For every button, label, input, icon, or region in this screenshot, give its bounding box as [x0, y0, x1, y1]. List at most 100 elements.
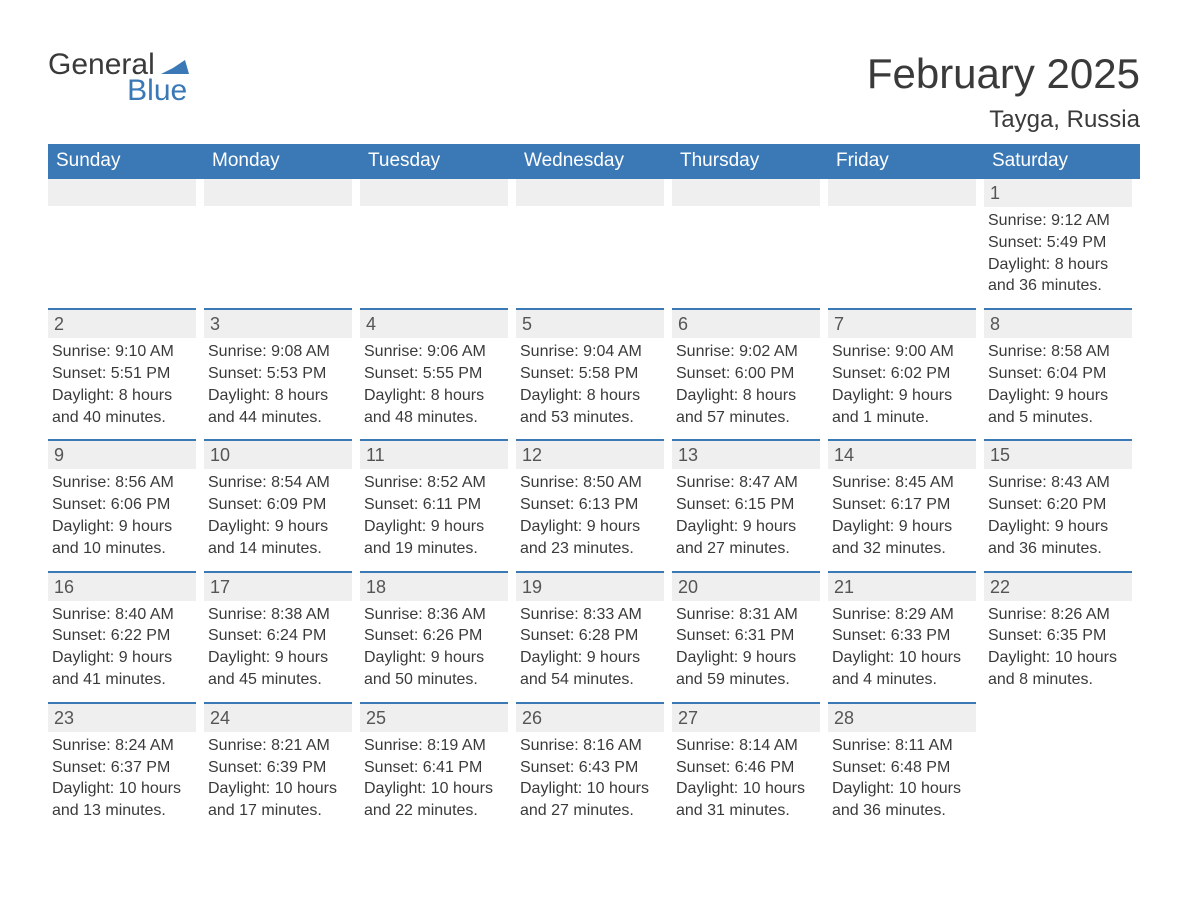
- detail-line: Sunrise: 8:21 AM: [208, 736, 352, 757]
- detail-line: Sunset: 6:46 PM: [676, 758, 820, 779]
- page-header: General Blue February 2025 Tayga, Russia: [48, 50, 1140, 134]
- detail-line: Daylight: 10 hours: [364, 779, 508, 800]
- detail-line: Daylight: 9 hours: [52, 517, 196, 538]
- day-cell: 16Sunrise: 8:40 AMSunset: 6:22 PMDayligh…: [48, 571, 204, 702]
- detail-line: and 53 minutes.: [520, 408, 664, 429]
- detail-line: Daylight: 8 hours: [364, 386, 508, 407]
- day-cell: [48, 179, 204, 308]
- day-cell: 25 Sunrise: 8:19 AMSunset: 6:41 PMDayligh…: [360, 702, 516, 833]
- day-cell: 22 Sunrise: 8:26 AMSunset: 6:35 PMDayligh…: [984, 571, 1140, 702]
- detail-line: and 41 minutes.: [52, 670, 196, 691]
- detail-line: Sunset: 6:22 PM: [52, 626, 196, 647]
- day-number: 22: [984, 571, 1132, 601]
- day-cell: 7Sunrise: 9:00 AMSunset: 6:02 PMDaylight…: [828, 308, 984, 439]
- day-number: 15: [984, 439, 1132, 469]
- detail-line: Daylight: 8 hours: [676, 386, 820, 407]
- detail-line: Sunset: 6:28 PM: [520, 626, 664, 647]
- detail-line: Sunset: 6:04 PM: [988, 364, 1132, 385]
- detail-line: Sunrise: 8:24 AM: [52, 736, 196, 757]
- day-cell: 9Sunrise: 8:56 AMSunset: 6:06 PMDaylight…: [48, 439, 204, 570]
- day-number: 13: [672, 439, 820, 469]
- week-row: 1Sunrise: 9:12 AMSunset: 5:49 PMDaylight…: [48, 179, 1140, 308]
- day-details: Sunrise: 8:21 AMSunset: 6:39 PMDaylight:…: [204, 736, 352, 822]
- detail-line: Daylight: 9 hours: [676, 648, 820, 669]
- empty-day: [48, 179, 196, 206]
- day-details: Sunrise: 9:00 AMSunset: 6:02 PMDaylight:…: [828, 342, 976, 428]
- detail-line: and 36 minutes.: [832, 801, 976, 822]
- day-cell: 3 Sunrise: 9:08 AMSunset: 5:53 PMDaylight…: [204, 308, 360, 439]
- detail-line: Daylight: 9 hours: [520, 648, 664, 669]
- day-cell: 6Sunrise: 9:02 AMSunset: 6:00 PMDaylight…: [672, 308, 828, 439]
- day-details: Sunrise: 8:29 AMSunset: 6:33 PMDaylight:…: [828, 605, 976, 691]
- detail-line: Sunrise: 8:16 AM: [520, 736, 664, 757]
- detail-line: Daylight: 10 hours: [52, 779, 196, 800]
- day-details: Sunrise: 8:19 AMSunset: 6:41 PMDaylight:…: [360, 736, 508, 822]
- day-details: Sunrise: 8:26 AMSunset: 6:35 PMDaylight:…: [984, 605, 1132, 691]
- day-details: Sunrise: 8:38 AMSunset: 6:24 PMDaylight:…: [204, 605, 352, 691]
- day-details: Sunrise: 8:36 AMSunset: 6:26 PMDaylight:…: [360, 605, 508, 691]
- day-number: 10: [204, 439, 352, 469]
- detail-line: Daylight: 8 hours: [52, 386, 196, 407]
- detail-line: Sunrise: 8:47 AM: [676, 473, 820, 494]
- day-details: Sunrise: 8:50 AMSunset: 6:13 PMDaylight:…: [516, 473, 664, 559]
- day-number: 25: [360, 702, 508, 732]
- day-details: Sunrise: 8:11 AMSunset: 6:48 PMDaylight:…: [828, 736, 976, 822]
- detail-line: Sunrise: 9:12 AM: [988, 211, 1132, 232]
- day-cell: 23Sunrise: 8:24 AMSunset: 6:37 PMDayligh…: [48, 702, 204, 833]
- day-header: Saturday: [984, 144, 1140, 179]
- detail-line: Sunrise: 8:19 AM: [364, 736, 508, 757]
- detail-line: Sunrise: 8:11 AM: [832, 736, 976, 757]
- day-number: 19: [516, 571, 664, 601]
- detail-line: Sunrise: 8:54 AM: [208, 473, 352, 494]
- detail-line: Sunrise: 8:40 AM: [52, 605, 196, 626]
- detail-line: Sunrise: 9:08 AM: [208, 342, 352, 363]
- detail-line: Sunset: 6:39 PM: [208, 758, 352, 779]
- week-row: 2Sunrise: 9:10 AMSunset: 5:51 PMDaylight…: [48, 308, 1140, 439]
- detail-line: Sunset: 6:35 PM: [988, 626, 1132, 647]
- day-header: Friday: [828, 144, 984, 179]
- day-header: Monday: [204, 144, 360, 179]
- detail-line: and 22 minutes.: [364, 801, 508, 822]
- detail-line: and 31 minutes.: [676, 801, 820, 822]
- detail-line: Sunrise: 8:26 AM: [988, 605, 1132, 626]
- detail-line: Sunset: 6:06 PM: [52, 495, 196, 516]
- day-cell: 12Sunrise: 8:50 AMSunset: 6:13 PMDayligh…: [516, 439, 672, 570]
- detail-line: and 54 minutes.: [520, 670, 664, 691]
- day-number: 6: [672, 308, 820, 338]
- detail-line: Daylight: 8 hours: [208, 386, 352, 407]
- day-number: 24: [204, 702, 352, 732]
- day-cell: 8Sunrise: 8:58 AMSunset: 6:04 PMDaylight…: [984, 308, 1140, 439]
- empty-day: [516, 179, 664, 206]
- detail-line: Sunrise: 8:14 AM: [676, 736, 820, 757]
- day-number: 26: [516, 702, 664, 732]
- detail-line: Sunrise: 8:43 AM: [988, 473, 1132, 494]
- detail-line: Sunset: 6:26 PM: [364, 626, 508, 647]
- day-cell: 26Sunrise: 8:16 AMSunset: 6:43 PMDayligh…: [516, 702, 672, 833]
- detail-line: Sunset: 6:31 PM: [676, 626, 820, 647]
- detail-line: Daylight: 8 hours: [520, 386, 664, 407]
- detail-line: and 50 minutes.: [364, 670, 508, 691]
- day-details: Sunrise: 9:08 AMSunset: 5:53 PMDaylight:…: [204, 342, 352, 428]
- detail-line: and 44 minutes.: [208, 408, 352, 429]
- detail-line: Daylight: 10 hours: [832, 779, 976, 800]
- day-number: 11: [360, 439, 508, 469]
- detail-line: Sunset: 5:55 PM: [364, 364, 508, 385]
- day-cell: 14Sunrise: 8:45 AMSunset: 6:17 PMDayligh…: [828, 439, 984, 570]
- brand-part2: Blue: [127, 74, 187, 107]
- detail-line: Sunrise: 8:50 AM: [520, 473, 664, 494]
- detail-line: and 32 minutes.: [832, 539, 976, 560]
- detail-line: Sunrise: 8:33 AM: [520, 605, 664, 626]
- detail-line: Sunset: 5:49 PM: [988, 233, 1132, 254]
- day-details: Sunrise: 9:06 AMSunset: 5:55 PMDaylight:…: [360, 342, 508, 428]
- day-details: Sunrise: 8:52 AMSunset: 6:11 PMDaylight:…: [360, 473, 508, 559]
- day-cell: 17Sunrise: 8:38 AMSunset: 6:24 PMDayligh…: [204, 571, 360, 702]
- detail-line: Sunset: 6:02 PM: [832, 364, 976, 385]
- day-number: 16: [48, 571, 196, 601]
- day-number: 4: [360, 308, 508, 338]
- day-number: 3: [204, 308, 352, 338]
- flag-icon: [161, 56, 189, 74]
- day-cell: 13Sunrise: 8:47 AMSunset: 6:15 PMDayligh…: [672, 439, 828, 570]
- detail-line: Daylight: 9 hours: [364, 517, 508, 538]
- day-cell: 24 Sunrise: 8:21 AMSunset: 6:39 PMDayligh…: [204, 702, 360, 833]
- detail-line: Sunrise: 9:04 AM: [520, 342, 664, 363]
